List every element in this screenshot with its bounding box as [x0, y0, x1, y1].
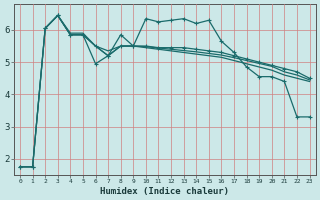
- X-axis label: Humidex (Indice chaleur): Humidex (Indice chaleur): [100, 187, 229, 196]
